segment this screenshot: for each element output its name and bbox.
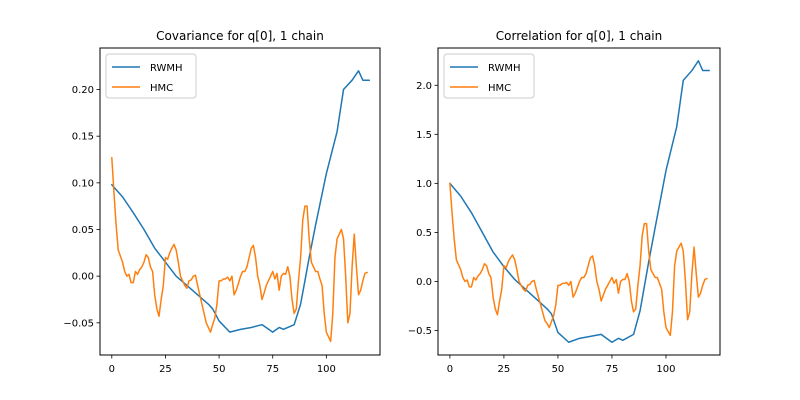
y-tick-label: 2.0 — [416, 81, 432, 92]
y-tick-label: 0.0 — [416, 277, 432, 288]
x-tick-label: 25 — [498, 364, 511, 375]
chart-title: Covariance for q[0], 1 chain — [156, 29, 324, 43]
y-tick-label: 0.20 — [72, 85, 94, 96]
covariance-chart: Covariance for q[0], 1 chain 0 25 50 75 100 −0… — [63, 29, 381, 375]
series-line-hmc — [449, 182, 708, 337]
legend-label-hmc: HMC — [150, 83, 173, 94]
x-tick-label: 75 — [606, 364, 619, 375]
x-tick-label: 100 — [656, 364, 675, 375]
y-tick-label: −0.5 — [408, 326, 432, 337]
x-tick-label: 75 — [266, 364, 279, 375]
y-tick-label: 0.10 — [72, 178, 94, 189]
x-tick-label: 100 — [317, 364, 336, 375]
series-group — [111, 70, 371, 343]
y-tick-label: 1.0 — [416, 179, 432, 190]
series-group — [449, 60, 710, 343]
x-tick-label: 0 — [109, 364, 115, 375]
correlation-chart: Correlation for q[0], 1 chain 0 25 50 75 100 −… — [408, 29, 721, 375]
y-tick-label: 0.5 — [416, 228, 432, 239]
x-tick-label: 50 — [552, 364, 565, 375]
y-tick-label: 0.15 — [72, 132, 94, 143]
y-tick-label: −0.05 — [63, 318, 94, 329]
legend: RWMH HMC — [105, 53, 197, 99]
legend-label-hmc: HMC — [488, 83, 511, 94]
y-tick-label: 0.00 — [72, 272, 94, 283]
series-line-hmc — [111, 156, 368, 343]
plot-frame — [99, 47, 381, 356]
x-tick-label: 25 — [159, 364, 172, 375]
legend: RWMH HMC — [443, 53, 535, 99]
chart-title: Correlation for q[0], 1 chain — [496, 29, 663, 43]
legend-label-rwmh: RWMH — [488, 63, 521, 74]
x-tick-label: 0 — [447, 364, 453, 375]
series-line-rwmh — [449, 60, 710, 343]
x-tick-label: 50 — [213, 364, 226, 375]
series-line-rwmh — [111, 70, 371, 333]
legend-label-rwmh: RWMH — [150, 63, 183, 74]
y-tick-label: 1.5 — [416, 130, 432, 141]
y-tick-label: 0.05 — [72, 225, 94, 236]
plot-frame — [437, 47, 721, 356]
